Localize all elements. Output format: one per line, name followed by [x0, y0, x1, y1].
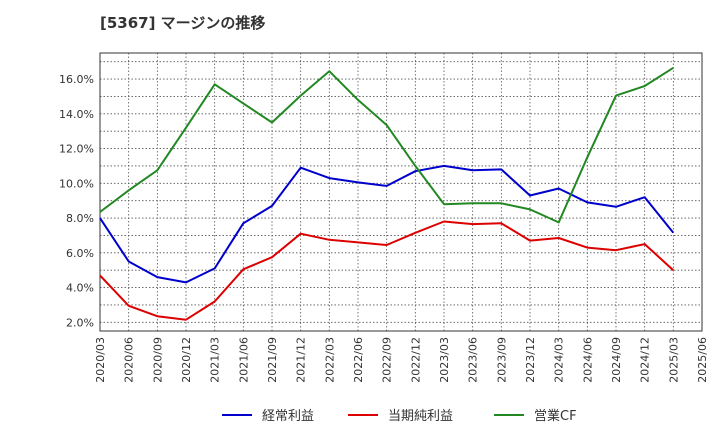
chart-title: [5367] マージンの推移: [100, 14, 266, 32]
x-tick-label: 2020/06: [123, 337, 136, 383]
grid-layer: [100, 53, 702, 331]
series-line: [99, 220, 674, 321]
series-line: [99, 164, 675, 284]
x-tick-label: 2020/03: [94, 337, 107, 383]
y-tick-label: 2.0%: [66, 316, 94, 329]
x-tick-label: 2021/03: [209, 337, 222, 383]
x-tick-label: 2021/06: [237, 337, 250, 383]
legend-label: 営業CF: [534, 408, 577, 424]
y-tick-label: 4.0%: [66, 282, 94, 295]
y-tick-label: 8.0%: [66, 212, 94, 225]
x-tick-label: 2020/12: [180, 337, 193, 383]
x-tick-label: 2023/03: [438, 337, 451, 383]
legend: 経常利益 当期純利益 営業CF: [222, 408, 577, 424]
x-tick-label: 2025/03: [667, 337, 680, 383]
x-tick-label: 2022/12: [409, 337, 422, 383]
x-tick-label: 2024/09: [610, 337, 623, 383]
x-tick-label: 2022/06: [352, 337, 365, 383]
x-tick-label: 2023/06: [467, 337, 480, 383]
x-tick-label: 2024/12: [639, 337, 652, 383]
y-tick-label: 14.0%: [59, 108, 94, 121]
x-tick-label: 2021/09: [266, 337, 279, 383]
x-tick-label: 2024/03: [553, 337, 566, 383]
series-line: [99, 66, 674, 224]
y-tick-label: 6.0%: [66, 247, 94, 260]
y-tick-label: 16.0%: [59, 73, 94, 86]
x-tick-label: 2020/09: [151, 337, 164, 383]
x-tick-label: 2023/09: [495, 337, 508, 383]
x-tick-label: 2022/09: [381, 337, 394, 383]
series-layer: [99, 66, 675, 321]
x-tick-label: 2025/06: [696, 337, 709, 383]
x-axis-ticks: 2020/03 2020/06 2020/09 2020/12 2021/03 2021/…: [94, 337, 709, 383]
x-tick-label: 2021/12: [295, 337, 308, 383]
legend-label: 経常利益: [262, 409, 314, 424]
y-tick-label: 10.0%: [59, 177, 94, 190]
x-tick-label: 2024/06: [581, 337, 594, 383]
legend-label: 当期純利益: [388, 409, 453, 424]
y-tick-label: 12.0%: [59, 143, 94, 156]
plot-frame: [99, 52, 703, 332]
x-tick-label: 2022/03: [323, 337, 336, 383]
x-tick-label: 2023/12: [524, 337, 537, 383]
y-axis-ticks: 2.0% 4.0% 6.0% 8.0% 10.0% 12.0% 14.0% 16.0%: [59, 73, 94, 329]
